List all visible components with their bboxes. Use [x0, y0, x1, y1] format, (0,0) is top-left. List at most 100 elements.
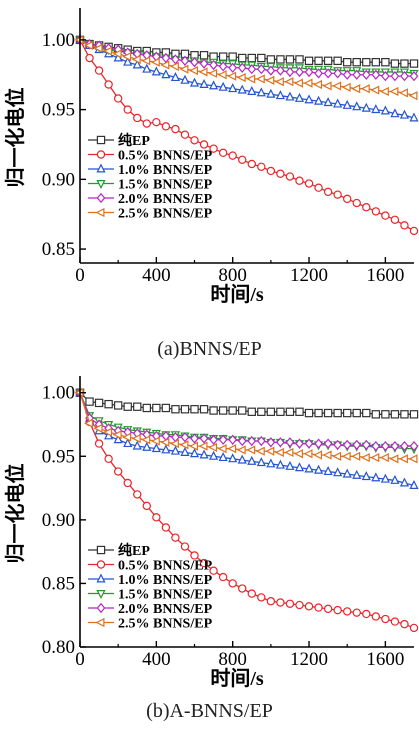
data-point-b-4-32: [380, 440, 390, 452]
data-point-a-0-17: [238, 53, 247, 63]
data-point-b-5-18: [246, 445, 256, 455]
data-point-b-2-31: [371, 472, 381, 482]
data-point-a-5-13: [198, 67, 208, 77]
data-point-a-5-16: [227, 71, 237, 81]
data-point-b-4-21: [276, 437, 285, 448]
legend-label-a-0: 纯EP: [118, 132, 150, 149]
legend-label-a-3: 1.5% BNNS/EP: [118, 178, 213, 193]
y-tick-label-b-1: 0.85: [42, 573, 75, 594]
legend-marker-b-3: [96, 590, 106, 600]
data-point-b-1-24: [304, 602, 314, 611]
data-point-b-1-15: [218, 572, 228, 582]
data-point-a-1-2: [94, 66, 104, 75]
data-point-a-2-6: [132, 59, 142, 69]
data-point-b-2-8: [151, 443, 161, 453]
data-point-a-2-8: [151, 66, 161, 76]
data-point-a-2-9: [161, 69, 171, 79]
data-point-b-4-27: [333, 439, 343, 450]
data-point-b-5-14: [208, 442, 218, 452]
legend-marker-b-4: [96, 602, 106, 614]
data-point-a-0-21: [276, 55, 285, 64]
legend-marker-b-5: [95, 617, 105, 628]
y-tick-label-b-0: 0.80: [42, 637, 75, 658]
data-point-a-2-24: [304, 94, 314, 104]
data-point-a-4-27: [333, 68, 343, 79]
data-point-b-1-31: [371, 612, 381, 621]
data-point-a-0-13: [199, 51, 209, 60]
data-point-b-5-25: [313, 450, 323, 460]
data-point-b-2-27: [333, 467, 343, 477]
data-point-a-4-32: [380, 71, 390, 82]
data-point-a-2-15: [218, 81, 228, 91]
data-point-b-0-7: [142, 403, 151, 413]
data-point-a-2-21: [275, 90, 285, 100]
data-point-a-5-5: [122, 52, 132, 62]
data-point-b-2-9: [161, 444, 171, 454]
data-point-b-2-7: [142, 441, 152, 451]
data-point-b-4-12: [190, 433, 199, 444]
data-point-a-1-22: [285, 172, 295, 181]
data-point-b-5-12: [188, 441, 198, 451]
data-point-a-1-6: [133, 113, 142, 123]
legend-marker-a-5: [95, 207, 105, 218]
data-point-b-5-31: [370, 452, 380, 463]
data-point-b-0-30: [362, 408, 371, 418]
y-tick-label-a-2: 0.95: [42, 100, 75, 121]
caption-b: (b)A-BNNS/EP: [146, 700, 273, 722]
data-point-a-5-19: [255, 74, 265, 84]
data-point-b-2-14: [209, 450, 219, 460]
legend-label-a-2: 1.0% BNNS/EP: [118, 163, 213, 178]
legend-marker-a-4: [96, 192, 106, 204]
data-point-b-0-24: [304, 408, 314, 418]
data-point-a-4-13: [199, 58, 209, 69]
data-point-b-5-8: [150, 436, 160, 446]
data-point-a-0-20: [266, 55, 276, 64]
legend-label-b-0: 纯EP: [118, 542, 150, 559]
data-point-a-2-18: [247, 85, 257, 95]
data-point-a-5-29: [351, 84, 361, 94]
data-point-a-5-24: [303, 78, 313, 88]
data-point-a-1-32: [381, 211, 390, 220]
data-point-a-5-6: [131, 54, 141, 64]
data-point-a-1-33: [390, 215, 400, 224]
data-point-b-0-11: [180, 405, 190, 414]
data-point-b-0-13: [199, 405, 209, 414]
data-point-b-4-24: [304, 438, 314, 449]
data-point-b-1-4: [113, 467, 123, 476]
data-point-a-5-17: [236, 72, 246, 83]
data-point-a-2-30: [361, 102, 371, 112]
data-point-a-5-7: [141, 56, 151, 66]
data-point-b-5-5: [122, 432, 132, 442]
data-point-a-5-4: [112, 49, 122, 59]
data-point-a-2-12: [189, 77, 200, 87]
legend-label-b-5: 2.5% BNNS/EP: [118, 617, 213, 632]
data-point-a-1-28: [343, 194, 352, 204]
data-point-b-1-13: [199, 558, 209, 568]
data-point-b-1-3: [104, 454, 113, 464]
data-point-a-5-14: [208, 68, 218, 78]
data-point-a-0-31: [371, 57, 381, 67]
data-point-b-5-26: [322, 450, 332, 460]
data-point-a-1-26: [323, 187, 333, 197]
data-point-b-1-10: [171, 533, 180, 542]
data-point-b-4-30: [361, 439, 371, 450]
data-point-a-5-35: [408, 91, 418, 101]
data-point-b-0-20: [266, 407, 276, 416]
data-point-b-1-18: [247, 589, 256, 598]
data-point-a-4-19: [256, 64, 266, 75]
y-tick-label-a-1: 0.90: [42, 169, 75, 190]
data-point-a-4-12: [190, 57, 199, 68]
data-point-a-2-23: [294, 92, 305, 102]
data-point-b-5-29: [351, 451, 361, 461]
data-point-b-1-6: [133, 490, 142, 499]
data-point-b-2-18: [247, 455, 257, 465]
data-point-b-2-34: [399, 477, 410, 487]
data-point-a-5-2: [93, 43, 103, 53]
data-point-a-4-33: [390, 71, 400, 82]
data-point-b-2-32: [380, 473, 390, 483]
data-point-a-4-29: [352, 69, 362, 80]
data-point-a-2-20: [266, 88, 276, 98]
data-point-a-4-24: [304, 66, 314, 78]
data-point-a-2-22: [285, 91, 295, 101]
